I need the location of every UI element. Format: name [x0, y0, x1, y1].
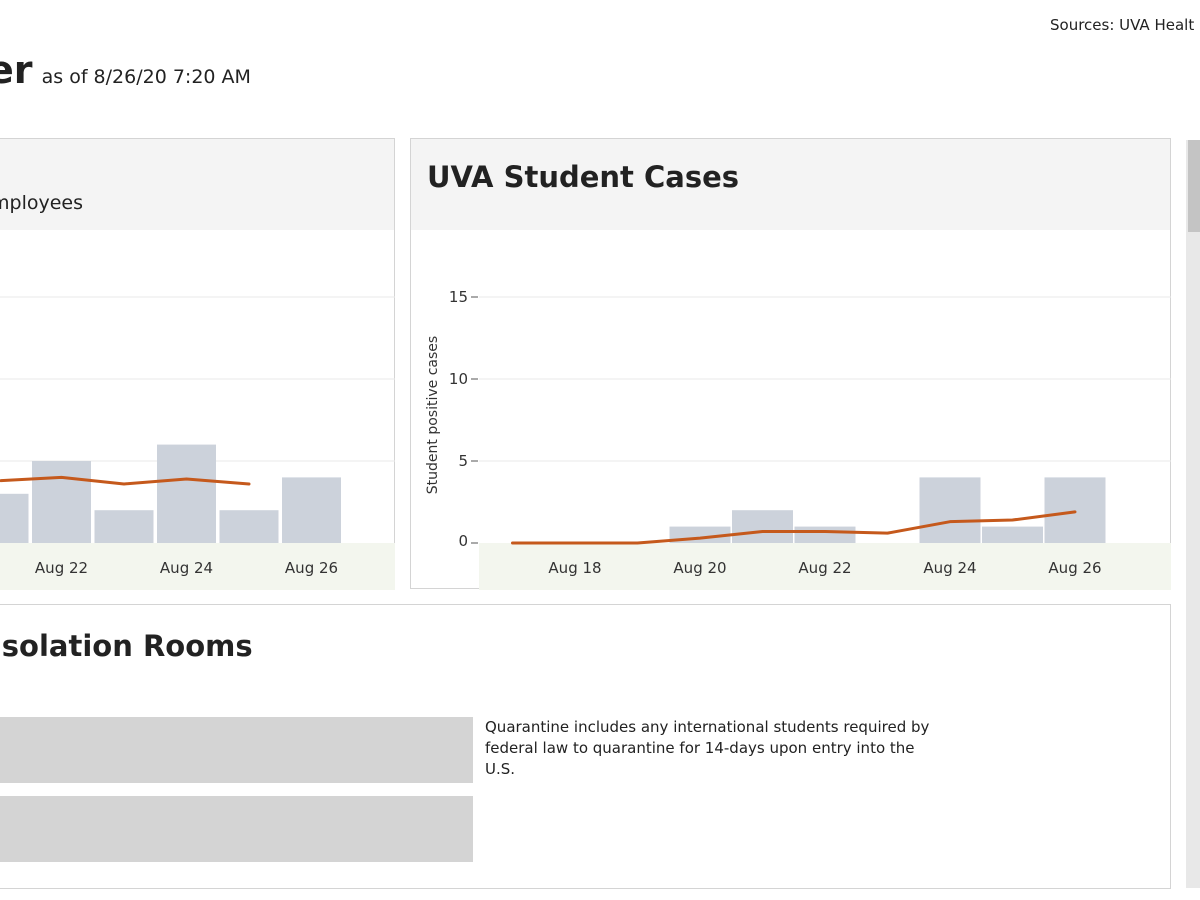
y-axis-label: Student positive cases: [425, 336, 441, 494]
bar-aug-24: [157, 444, 216, 543]
employees-cases-panel: mployees Aug 22 Aug 24 Aug 26: [0, 138, 395, 590]
quarantine-note: Quarantine includes any international st…: [485, 718, 930, 778]
x-tick-label: Aug 22: [35, 559, 88, 577]
isolation-panel-title: Isolation Rooms: [0, 629, 253, 663]
bar-aug-26: [1044, 477, 1106, 543]
y-tick-label: 0: [458, 532, 468, 550]
bar-aug-22: [32, 461, 91, 543]
sources-label: Sources: UVA Healt: [1050, 16, 1195, 34]
bar-aug-21: [732, 510, 793, 543]
y-tick-label: 5: [458, 452, 468, 470]
x-tick-label: Aug 22: [798, 559, 851, 577]
student-cases-panel: UVA Student Cases Aug 18 Aug 20 Aug 22 Aug …: [410, 138, 1171, 590]
bar-aug-21: [0, 493, 29, 543]
isolation-bar: [0, 796, 473, 862]
x-tick-label: Aug 20: [673, 559, 726, 577]
x-axis-band: [0, 543, 395, 590]
x-axis-band: [479, 543, 1171, 590]
quarantine-bar: [0, 717, 473, 783]
average-line: [511, 510, 1077, 545]
student-cases-chart: Aug 18 Aug 20 Aug 22 Aug 24 Aug 26 0 5 10 15 St…: [425, 288, 1171, 590]
x-tick-label: Aug 24: [923, 559, 976, 577]
bar-aug-23: [94, 510, 154, 543]
bar-aug-26: [282, 477, 341, 543]
page-title-text: er: [0, 48, 33, 92]
bar-aug-22: [794, 526, 856, 543]
x-tick-label: Aug 24: [160, 559, 213, 577]
bar-aug-24: [919, 477, 981, 543]
bar-aug-25: [982, 526, 1043, 543]
student-panel-title: UVA Student Cases: [427, 160, 740, 194]
employees-cases-chart: Aug 22 Aug 24 Aug 26: [0, 296, 395, 590]
student-panel-header: UVA Student Cases: [411, 139, 1170, 230]
scrollbar-thumb[interactable]: [1188, 140, 1200, 232]
y-tick-label: 15: [449, 288, 468, 306]
employees-panel-header: mployees: [0, 139, 394, 230]
x-tick-label: Aug 26: [285, 559, 338, 577]
y-tick-label: 10: [449, 370, 468, 388]
isolation-rooms-panel: Isolation Rooms Quarantine includes any …: [0, 604, 1171, 889]
average-line: [0, 475, 251, 486]
bar-aug-25: [219, 510, 279, 543]
scrollbar-track[interactable]: [1186, 140, 1200, 888]
x-tick-label: Aug 18: [548, 559, 601, 577]
as-of-timestamp: as of 8/26/20 7:20 AM: [41, 66, 251, 88]
x-tick-label: Aug 26: [1048, 559, 1101, 577]
employees-panel-subtitle: mployees: [0, 192, 83, 214]
page-title: er as of 8/26/20 7:20 AM: [0, 48, 251, 92]
